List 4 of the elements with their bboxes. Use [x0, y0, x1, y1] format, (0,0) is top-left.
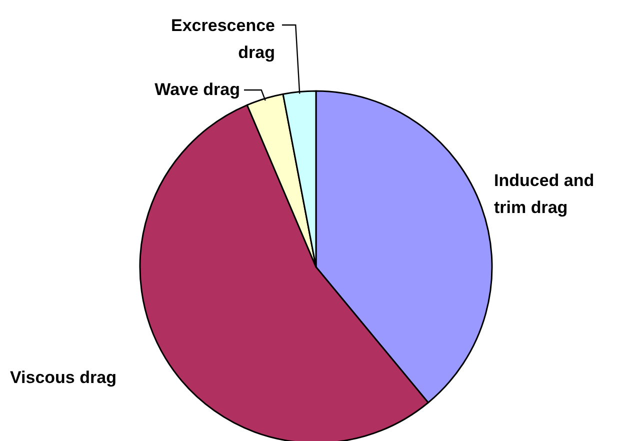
slice-label: Excrescence drag: [171, 16, 275, 62]
slice-label: Viscous drag: [10, 368, 116, 387]
slice-label: Wave drag: [154, 80, 240, 99]
slice-label: Induced and trim drag: [494, 171, 594, 217]
